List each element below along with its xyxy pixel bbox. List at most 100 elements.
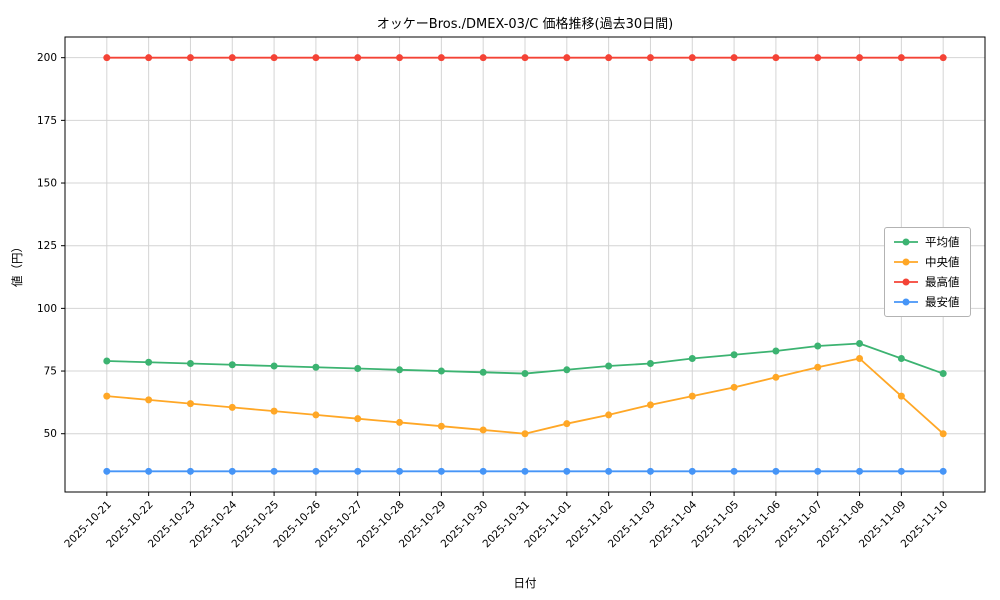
legend-item-median: 中央値: [893, 254, 960, 270]
series-point-highest: [939, 54, 947, 62]
y-tick-label: 175: [37, 115, 57, 127]
series-point-highest: [772, 54, 780, 62]
series-point-median: [563, 420, 571, 428]
series-point-average: [145, 358, 153, 366]
series-point-highest: [730, 54, 738, 62]
series-point-lowest: [479, 467, 487, 475]
series-point-average: [856, 339, 864, 347]
series-point-median: [814, 363, 822, 371]
series-point-average: [730, 351, 738, 359]
series-point-median: [312, 411, 320, 419]
series-point-median: [521, 430, 529, 438]
series-point-highest: [228, 54, 236, 62]
series-point-average: [437, 367, 445, 375]
series-point-median: [354, 415, 362, 423]
y-tick-label: 200: [37, 52, 57, 64]
series-point-lowest: [312, 467, 320, 475]
series-point-lowest: [228, 467, 236, 475]
series-point-average: [939, 370, 947, 378]
y-tick-label: 50: [44, 428, 57, 440]
series-point-lowest: [354, 467, 362, 475]
series-point-median: [688, 392, 696, 400]
series-point-average: [897, 355, 905, 363]
series-point-average: [270, 362, 278, 370]
series-point-highest: [270, 54, 278, 62]
series-point-average: [646, 360, 654, 368]
series-point-median: [270, 407, 278, 415]
series-point-median: [605, 411, 613, 419]
series-point-average: [396, 366, 404, 374]
series-point-lowest: [521, 467, 529, 475]
series-point-median: [772, 373, 780, 381]
y-tick-label: 75: [44, 366, 57, 378]
series-point-average: [814, 342, 822, 350]
series-point-average: [312, 363, 320, 371]
legend: 平均値中央値最高値最安値: [884, 227, 971, 317]
series-point-highest: [646, 54, 654, 62]
series-point-lowest: [605, 467, 613, 475]
y-tick-label: 125: [37, 240, 57, 252]
x-axis-label: 日付: [513, 576, 537, 590]
series-point-median: [939, 430, 947, 438]
series-point-average: [563, 366, 571, 374]
series-point-lowest: [437, 467, 445, 475]
series-point-median: [897, 392, 905, 400]
series-point-highest: [145, 54, 153, 62]
series-point-lowest: [396, 467, 404, 475]
series-point-average: [103, 357, 111, 365]
series-point-median: [228, 403, 236, 411]
y-tick-label: 100: [37, 303, 57, 315]
series-point-median: [186, 400, 194, 408]
legend-label-median: 中央値: [925, 255, 960, 269]
series-point-highest: [312, 54, 320, 62]
series-point-lowest: [772, 467, 780, 475]
series-point-highest: [897, 54, 905, 62]
chart-title: オッケーBros./DMEX-03/C 価格推移(過去30日間): [376, 17, 674, 32]
series-point-average: [228, 361, 236, 369]
series-point-highest: [103, 54, 111, 62]
legend-marker-average: [894, 238, 918, 246]
series-point-median: [646, 401, 654, 409]
legend-item-lowest: 最安値: [893, 294, 960, 310]
legend-marker-lowest: [894, 298, 918, 306]
series-point-average: [521, 370, 529, 378]
series-point-lowest: [939, 467, 947, 475]
series-point-median: [856, 355, 864, 363]
series-point-lowest: [145, 467, 153, 475]
series-point-median: [103, 392, 111, 400]
series-point-highest: [688, 54, 696, 62]
series-point-median: [730, 383, 738, 391]
series-point-lowest: [897, 467, 905, 475]
legend-marker-median: [894, 258, 918, 266]
series-point-lowest: [814, 467, 822, 475]
legend-marker-highest: [894, 278, 918, 286]
series-point-lowest: [563, 467, 571, 475]
series-point-lowest: [730, 467, 738, 475]
series-point-highest: [521, 54, 529, 62]
series-point-average: [772, 347, 780, 355]
series-point-average: [354, 365, 362, 373]
series-point-highest: [479, 54, 487, 62]
series-point-median: [437, 422, 445, 430]
series-point-average: [479, 368, 487, 376]
series-point-average: [688, 355, 696, 363]
series-point-highest: [354, 54, 362, 62]
legend-item-highest: 最高値: [893, 274, 960, 290]
series-point-average: [186, 360, 194, 368]
legend-item-average: 平均値: [893, 234, 960, 250]
series-point-lowest: [186, 467, 194, 475]
series-point-highest: [814, 54, 822, 62]
series-point-lowest: [856, 467, 864, 475]
series-point-average: [605, 362, 613, 370]
series-point-median: [479, 426, 487, 434]
series-point-median: [396, 418, 404, 426]
series-point-lowest: [270, 467, 278, 475]
series-point-highest: [856, 54, 864, 62]
series-point-highest: [563, 54, 571, 62]
series-point-lowest: [688, 467, 696, 475]
series-point-highest: [186, 54, 194, 62]
legend-label-highest: 最高値: [925, 275, 960, 289]
legend-label-lowest: 最安値: [925, 295, 960, 309]
